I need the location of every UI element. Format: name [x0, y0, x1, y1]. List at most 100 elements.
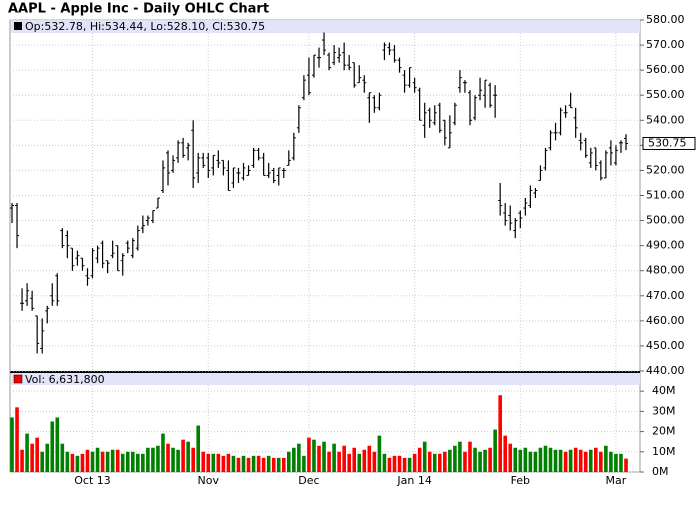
volume-bar	[201, 451, 206, 472]
volume-bar	[583, 451, 588, 472]
volume-bar	[443, 451, 447, 472]
volume-bar	[85, 449, 90, 472]
volume-bar	[216, 453, 221, 472]
volume-bar	[136, 453, 140, 472]
y-tick-label: 440.00	[646, 364, 685, 377]
volume-bar	[594, 447, 598, 472]
volume-bar	[473, 447, 477, 472]
x-tick-label: Feb	[511, 474, 530, 487]
volume-bar	[498, 395, 502, 472]
volume-bar	[231, 455, 236, 472]
volume-bar	[352, 447, 357, 472]
y-tick-label: 450.00	[646, 339, 685, 352]
price-header-band	[11, 20, 640, 33]
volume-bar	[332, 443, 336, 472]
volume-bar	[483, 449, 487, 472]
volume-bar	[297, 443, 301, 472]
volume-bar	[10, 417, 14, 472]
volume-bar	[468, 441, 472, 472]
volume-header: Vol: 6,631,800	[25, 373, 105, 386]
volume-header-band	[11, 373, 640, 385]
volume-bar	[458, 441, 462, 472]
volume-bar	[367, 445, 372, 472]
last-price-box	[642, 136, 696, 150]
volume-bar	[543, 445, 548, 472]
price-header-swatch	[14, 22, 22, 30]
volume-bar	[256, 455, 261, 472]
volume-bar	[503, 435, 508, 472]
volume-bar	[317, 445, 321, 472]
volume-bar	[599, 451, 603, 472]
volume-bar	[276, 457, 281, 472]
volume-bar	[125, 451, 130, 472]
volume-bar	[362, 449, 367, 472]
volume-bar	[241, 455, 246, 472]
volume-bar	[604, 445, 608, 472]
volume-bar	[558, 449, 563, 472]
volume-bar	[397, 455, 402, 472]
volume-bar	[377, 435, 382, 472]
last-price-label: 530.75	[648, 136, 687, 149]
y-tick-label: 550.00	[646, 88, 685, 101]
volume-bar	[261, 457, 266, 472]
volume-bar	[166, 443, 170, 472]
volume-bar	[437, 453, 442, 472]
y-tick-label: 30M	[652, 404, 676, 417]
volume-bar	[287, 451, 291, 472]
y-tick-label: 10M	[652, 445, 676, 458]
volume-bar	[171, 447, 175, 472]
volume-bar	[70, 453, 75, 472]
volume-bar	[563, 451, 568, 472]
y-tick-label: 490.00	[646, 239, 685, 252]
volume-bar	[372, 451, 377, 472]
volume-bar	[146, 447, 150, 472]
volume-bar	[181, 439, 185, 472]
volume-bar	[151, 447, 155, 472]
volume-bar	[518, 449, 523, 472]
volume-bar	[312, 439, 316, 472]
volume-bar	[246, 457, 251, 472]
volume-bar	[105, 451, 110, 472]
volume-bar	[538, 447, 543, 472]
y-tick-label: 500.00	[646, 214, 685, 227]
volume-bar	[453, 445, 457, 472]
volume-bar	[211, 453, 216, 472]
y-tick-label: 20M	[652, 425, 676, 438]
x-tick-label: Dec	[298, 474, 319, 487]
volume-bar	[614, 453, 618, 472]
volume-bar	[427, 451, 432, 472]
volume-bar	[302, 455, 306, 472]
volume-bar	[206, 453, 211, 472]
y-tick-label: 560.00	[646, 63, 685, 76]
y-tick-label: 540.00	[646, 113, 685, 126]
volume-bar	[191, 447, 195, 472]
volume-bar	[528, 451, 533, 472]
volume-bar	[508, 443, 513, 472]
volume-bar	[271, 457, 276, 472]
x-tick-label: Mar	[606, 474, 627, 487]
volume-bar	[186, 441, 190, 472]
volume-bar	[578, 449, 583, 472]
volume-bar	[90, 451, 95, 472]
volume-bar	[100, 451, 105, 472]
volume-bar	[120, 453, 125, 472]
y-tick-label: 460.00	[646, 314, 685, 327]
volume-bar	[322, 441, 326, 472]
volume-bar	[624, 458, 628, 472]
volume-bar	[523, 447, 528, 472]
volume-bar	[266, 455, 271, 472]
volume-bar	[407, 457, 412, 472]
volume-bar	[20, 449, 24, 472]
volume-bar	[281, 457, 286, 472]
volume-bar	[493, 429, 497, 472]
volume-bar	[60, 443, 65, 472]
volume-bar	[307, 437, 311, 472]
volume-bar	[357, 453, 362, 472]
x-tick-label: Oct 13	[74, 474, 111, 487]
volume-bar	[402, 457, 407, 472]
volume-bar	[50, 421, 55, 472]
volume-bar	[196, 425, 201, 472]
volume-bar	[25, 433, 29, 472]
volume-header-swatch	[13, 374, 23, 384]
